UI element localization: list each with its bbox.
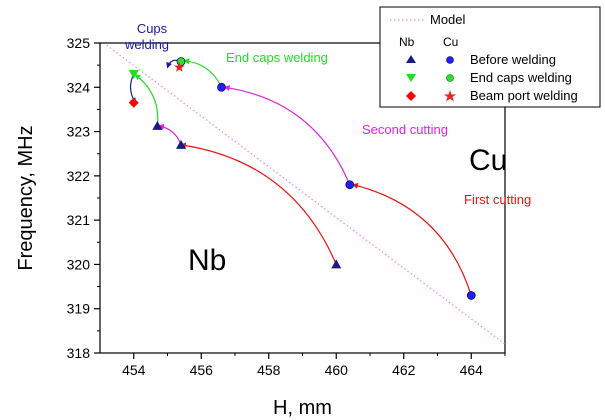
annotation-nb: Nb bbox=[188, 244, 226, 277]
point-nb-before-welding-2 bbox=[152, 120, 163, 130]
model-line bbox=[106, 44, 506, 345]
y-tick-label: 318 bbox=[67, 345, 91, 361]
point-cu-before-welding-0 bbox=[466, 291, 476, 300]
y-tick-label: 323 bbox=[67, 124, 91, 140]
legend-col-nb: Nb bbox=[399, 35, 415, 49]
annotation-cu: Cu bbox=[469, 144, 507, 177]
legend-row-beamport: Beam port welding bbox=[470, 88, 578, 103]
annotation-second-cutting: Second cutting bbox=[362, 122, 448, 137]
transition-arrow-5 bbox=[134, 74, 159, 126]
legend-nb-endcaps-marker bbox=[406, 74, 416, 82]
legend-nb-beamport-marker bbox=[406, 91, 416, 101]
legend-model-label: Model bbox=[430, 12, 466, 27]
y-tick-label: 322 bbox=[67, 168, 91, 184]
x-tick-label: 456 bbox=[190, 362, 214, 378]
y-tick-label: 321 bbox=[67, 212, 91, 228]
x-tick-label: 462 bbox=[392, 362, 416, 378]
annotation-layer: Cups welding End caps welding Second cut… bbox=[124, 21, 531, 277]
point-nb-end-caps-welding-0 bbox=[128, 70, 139, 79]
point-nb-before-welding-1 bbox=[176, 139, 186, 149]
legend-cu-endcaps-marker bbox=[446, 74, 454, 82]
point-cu-before-welding-2 bbox=[217, 82, 226, 92]
y-tick-label: 325 bbox=[67, 35, 91, 51]
x-tick-label: 458 bbox=[257, 362, 281, 378]
point-cu-end-caps-welding-0 bbox=[176, 57, 186, 66]
legend-nb-before-marker bbox=[406, 55, 416, 63]
annotation-end-caps-welding: End caps welding bbox=[226, 50, 328, 65]
transition-arrow-1 bbox=[179, 142, 337, 265]
x-tick-label: 464 bbox=[460, 362, 484, 378]
x-tick-label: 454 bbox=[122, 362, 146, 378]
transition-arrow-4 bbox=[183, 58, 223, 88]
annotation-cups-welding: welding bbox=[124, 37, 169, 52]
annotation-first-cutting: First cutting bbox=[464, 192, 531, 207]
data-points-layer bbox=[128, 57, 476, 300]
legend-cu-beamport-marker bbox=[444, 90, 456, 102]
point-nb-beam-port-welding-0 bbox=[128, 97, 139, 108]
legend-cu-before-marker bbox=[446, 56, 454, 64]
transition-arrows-layer bbox=[129, 58, 472, 296]
annotation-cups: Cups bbox=[137, 21, 168, 36]
legend-col-cu: Cu bbox=[443, 35, 458, 49]
y-tick-label: 319 bbox=[67, 301, 91, 317]
transition-arrow-3 bbox=[157, 123, 182, 146]
point-cu-before-welding-1 bbox=[345, 180, 355, 190]
y-axis-label: Frequency, MHz bbox=[15, 125, 37, 270]
model-line-layer bbox=[106, 44, 506, 345]
legend-box bbox=[379, 6, 601, 108]
x-axis-label: H, mm bbox=[273, 397, 332, 419]
legend-row-endcaps: End caps welding bbox=[470, 70, 572, 85]
y-tick-label: 320 bbox=[67, 256, 91, 272]
transition-arrow-0 bbox=[351, 182, 472, 296]
point-nb-before-welding-0 bbox=[331, 259, 342, 269]
axes-group: 454 456 458 460 462 464 318 319 320 321 322 323 324 3… bbox=[15, 35, 506, 419]
y-tick-label: 324 bbox=[67, 79, 91, 95]
transition-arrow-2 bbox=[223, 85, 351, 185]
legend: Model Nb Cu Before welding End caps weld… bbox=[379, 6, 601, 108]
x-tick-label: 460 bbox=[325, 362, 349, 378]
transition-arrow-7 bbox=[129, 73, 137, 104]
legend-row-before: Before welding bbox=[470, 52, 556, 67]
point-cu-beam-port-welding-0 bbox=[174, 61, 185, 72]
